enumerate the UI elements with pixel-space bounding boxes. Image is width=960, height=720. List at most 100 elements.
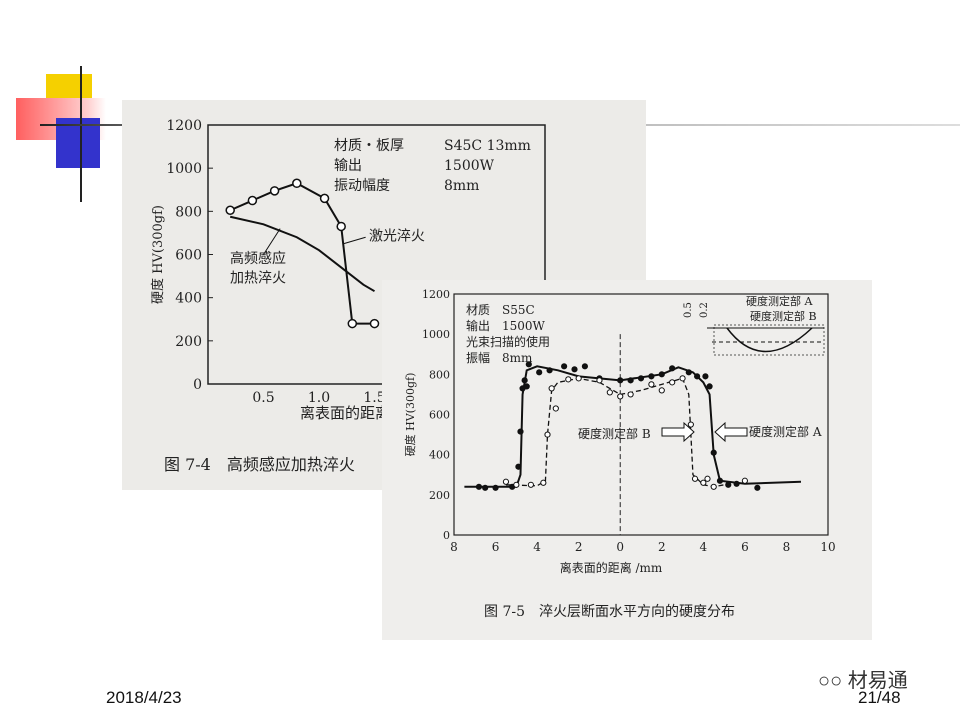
y-tick-label: 200 (429, 489, 450, 502)
data-point (648, 381, 655, 388)
data-point (225, 205, 235, 216)
x-tick-label: 4 (700, 540, 708, 554)
data-point (658, 371, 665, 378)
wechat-icon: ○○ (818, 670, 843, 692)
figure-caption: 图 7-5 淬火层断面水平方向的硬度分布 (484, 604, 735, 620)
data-point (658, 387, 665, 394)
x-tick-label: 2 (658, 540, 666, 554)
chart-7-4: 0 200 400 600 800 1000 1200 0.5 1.0 1.5 硬度 HV(300g… (150, 118, 546, 474)
data-point (369, 318, 380, 329)
data-point (648, 373, 655, 380)
x-tick-label: 6 (741, 540, 749, 554)
chart-7-5: 0 200 400 600 800 1000 1200 8 6 4 2 0 2 4 6 8 10 硬度 HV(30… (403, 288, 836, 620)
data-point (702, 373, 709, 380)
data-point (606, 389, 613, 396)
slide-page-number: 21/48 (858, 688, 901, 707)
y-tick-label: 400 (429, 449, 450, 462)
data-point (525, 361, 532, 368)
legend-line: 材质 S55C (466, 303, 535, 317)
data-point (548, 385, 555, 392)
data-point (523, 383, 530, 390)
data-point (627, 391, 634, 398)
data-point (527, 481, 534, 488)
data-point (704, 475, 711, 482)
watermark: ○○ 材易通 (818, 664, 908, 693)
data-point (687, 421, 694, 428)
data-point (502, 478, 510, 485)
arrow-label-a: 硬度测定部 A (749, 424, 822, 439)
legend-label: 振动幅度 (334, 178, 390, 194)
y-tick-label: 0 (443, 529, 450, 542)
watermark-text: 材易通 (847, 670, 908, 692)
data-point (482, 484, 489, 491)
arrow-b (661, 421, 695, 443)
data-point (565, 376, 572, 383)
data-point (475, 483, 483, 490)
arrow-a (714, 421, 748, 443)
y-tick-label: 1000 (166, 161, 202, 177)
y-tick-label: 600 (175, 248, 202, 264)
x-axis-label: 离表面的距离 /mm (560, 560, 663, 575)
plot-frame (453, 293, 829, 536)
data-point (540, 479, 547, 486)
data-point (546, 367, 553, 374)
data-point (536, 369, 543, 376)
series-line-1 (229, 215, 376, 293)
inset-profile (726, 327, 813, 353)
data-point (521, 377, 528, 384)
data-point (292, 178, 302, 189)
annotation-induction-2: 加热淬火 (230, 271, 286, 287)
data-point (515, 463, 522, 470)
data-point (575, 375, 582, 382)
data-point (571, 366, 578, 373)
inset-label-a: 硬度测定部 A (746, 294, 813, 308)
y-tick-label: 0 (193, 377, 202, 393)
x-axis-label: 离表面的距离 (300, 404, 390, 422)
data-point (685, 369, 692, 376)
data-point (700, 479, 707, 486)
data-point (596, 377, 603, 384)
inset-depth-0-2: 0.2 (699, 302, 710, 318)
inset-hatch-area (713, 324, 825, 356)
x-tick-label: 8 (450, 540, 458, 554)
y-axis-label: 硬度 HV(300gf) (403, 373, 417, 457)
data-point (617, 377, 624, 384)
x-tick-label: 6 (492, 540, 500, 554)
x-tick-label: 0 (616, 540, 624, 554)
annotation-leader (263, 228, 281, 255)
y-tick-label: 600 (429, 409, 450, 422)
data-point (710, 449, 717, 456)
data-point (669, 365, 676, 372)
data-point (347, 318, 358, 329)
data-point (706, 383, 713, 390)
x-tick-label: 10 (820, 540, 835, 554)
data-point (247, 195, 258, 206)
figure-caption: 图 7-4 高频感应加热淬火 (164, 455, 355, 474)
x-tick-label: 0.5 (252, 390, 274, 406)
data-point (754, 484, 761, 491)
data-point (679, 375, 686, 382)
data-point (627, 377, 634, 384)
legend-value: 1500W (444, 158, 495, 174)
y-tick-label: 1200 (166, 118, 202, 134)
legend-value: 8mm (444, 178, 479, 194)
data-point (669, 379, 676, 386)
legend-line: 输出 1500W (466, 318, 546, 333)
annotation-laser: 激光淬火 (369, 227, 425, 244)
decor-vertical-line (80, 66, 82, 202)
y-tick-label: 800 (429, 368, 450, 381)
legend-line: 振幅 8mm (466, 350, 533, 365)
x-tick-label: 1.0 (308, 390, 330, 406)
data-point (691, 475, 699, 482)
legend-label: 输出 (334, 158, 362, 174)
data-point (581, 363, 588, 370)
annotation-leader (343, 236, 366, 245)
x-tick-label: 8 (783, 540, 791, 554)
x-tick-label: 2 (575, 540, 583, 554)
y-tick-label: 200 (175, 334, 202, 350)
y-tick-label: 800 (175, 204, 202, 220)
arrow-label-b: 硬度测定部 B (578, 426, 651, 441)
y-tick-label: 400 (175, 291, 202, 307)
data-point (544, 431, 551, 438)
y-tick-label: 1200 (422, 288, 450, 301)
